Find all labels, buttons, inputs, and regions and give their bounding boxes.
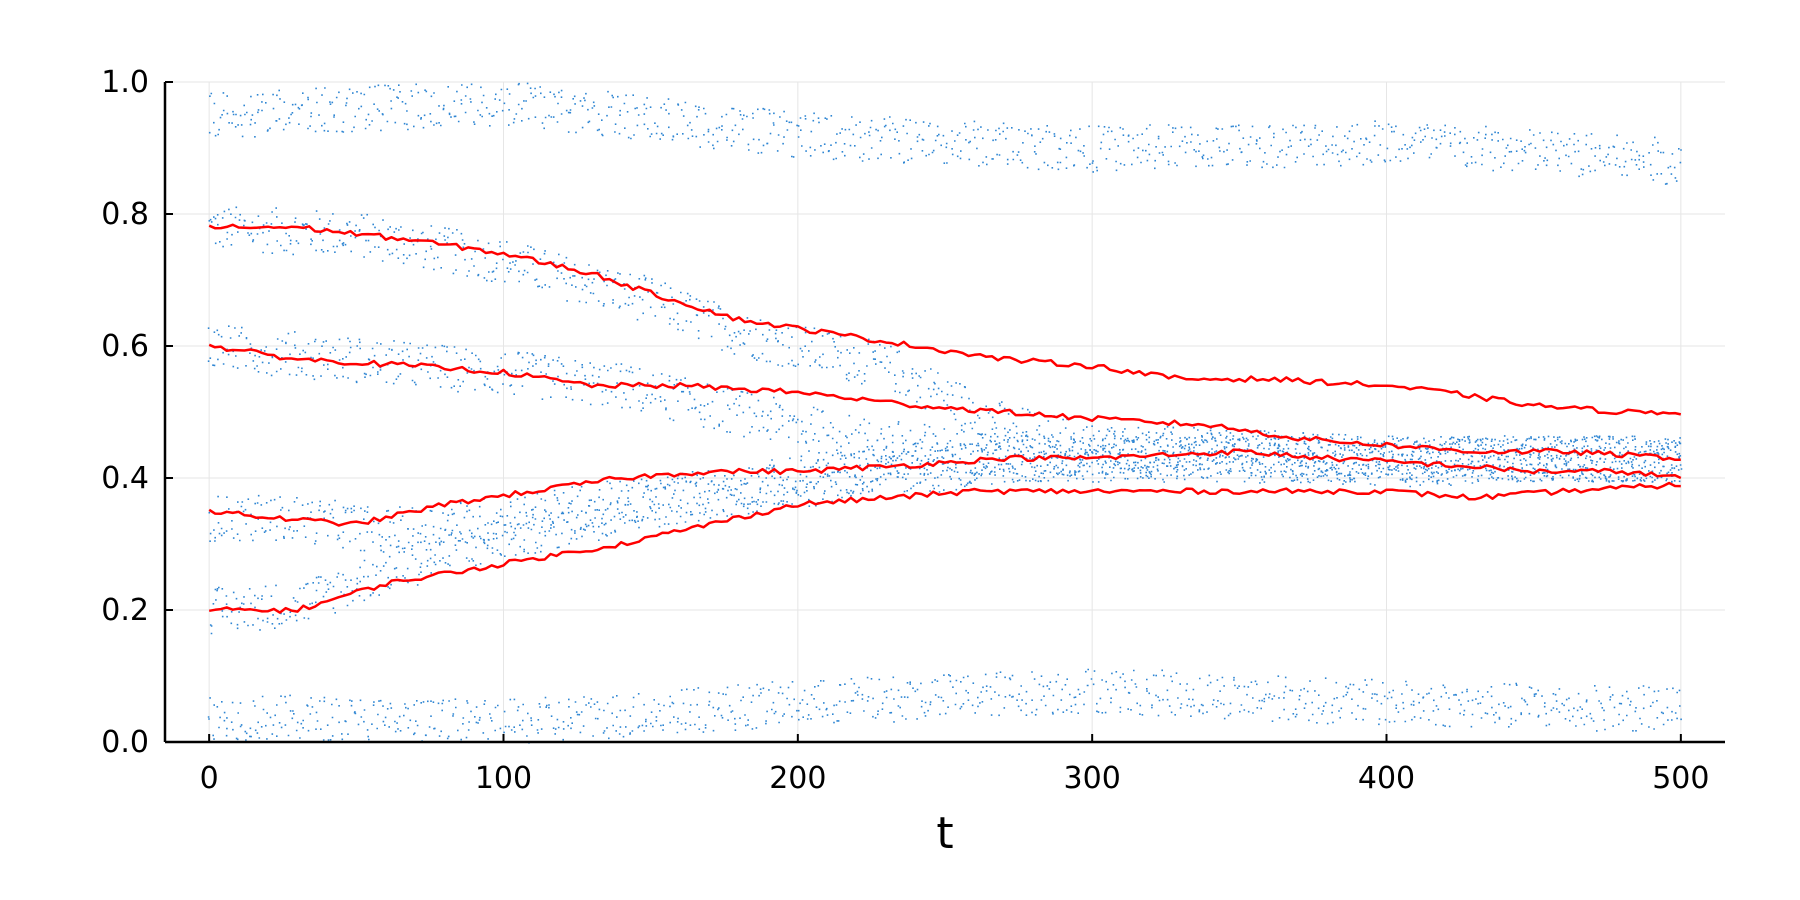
x-tick-label: 500 — [1652, 761, 1709, 796]
x-tick-label: 300 — [1064, 761, 1121, 796]
series-line — [208, 343, 1681, 462]
scatter-band — [207, 325, 1682, 488]
tick-labels: 0 100 200 300 400 500 0.0 0.2 0.4 0.6 0.8 1.0 — [101, 65, 1709, 796]
x-tick-label: 400 — [1358, 761, 1415, 796]
y-tick-label: 0.2 — [101, 593, 149, 628]
y-tick-label: 0.4 — [101, 461, 149, 496]
scatter-band — [207, 668, 1682, 744]
red-lines — [208, 223, 1682, 614]
series-line — [208, 481, 1681, 614]
x-tick-label: 100 — [475, 761, 532, 796]
axes — [163, 81, 1725, 744]
scatter-points — [207, 82, 1683, 744]
series-line — [208, 448, 1682, 527]
y-tick-label: 0.6 — [101, 329, 149, 364]
scatter-band — [208, 82, 1682, 185]
x-tick-label: 0 — [200, 761, 219, 796]
y-tick-label: 0.8 — [101, 197, 149, 232]
series-line — [208, 223, 1682, 416]
x-axis-label: t — [936, 808, 953, 859]
grid — [165, 81, 1725, 743]
y-tick-label: 1.0 — [101, 65, 149, 100]
x-tick-label: 200 — [769, 761, 826, 796]
y-tick-label: 0.0 — [101, 725, 149, 760]
